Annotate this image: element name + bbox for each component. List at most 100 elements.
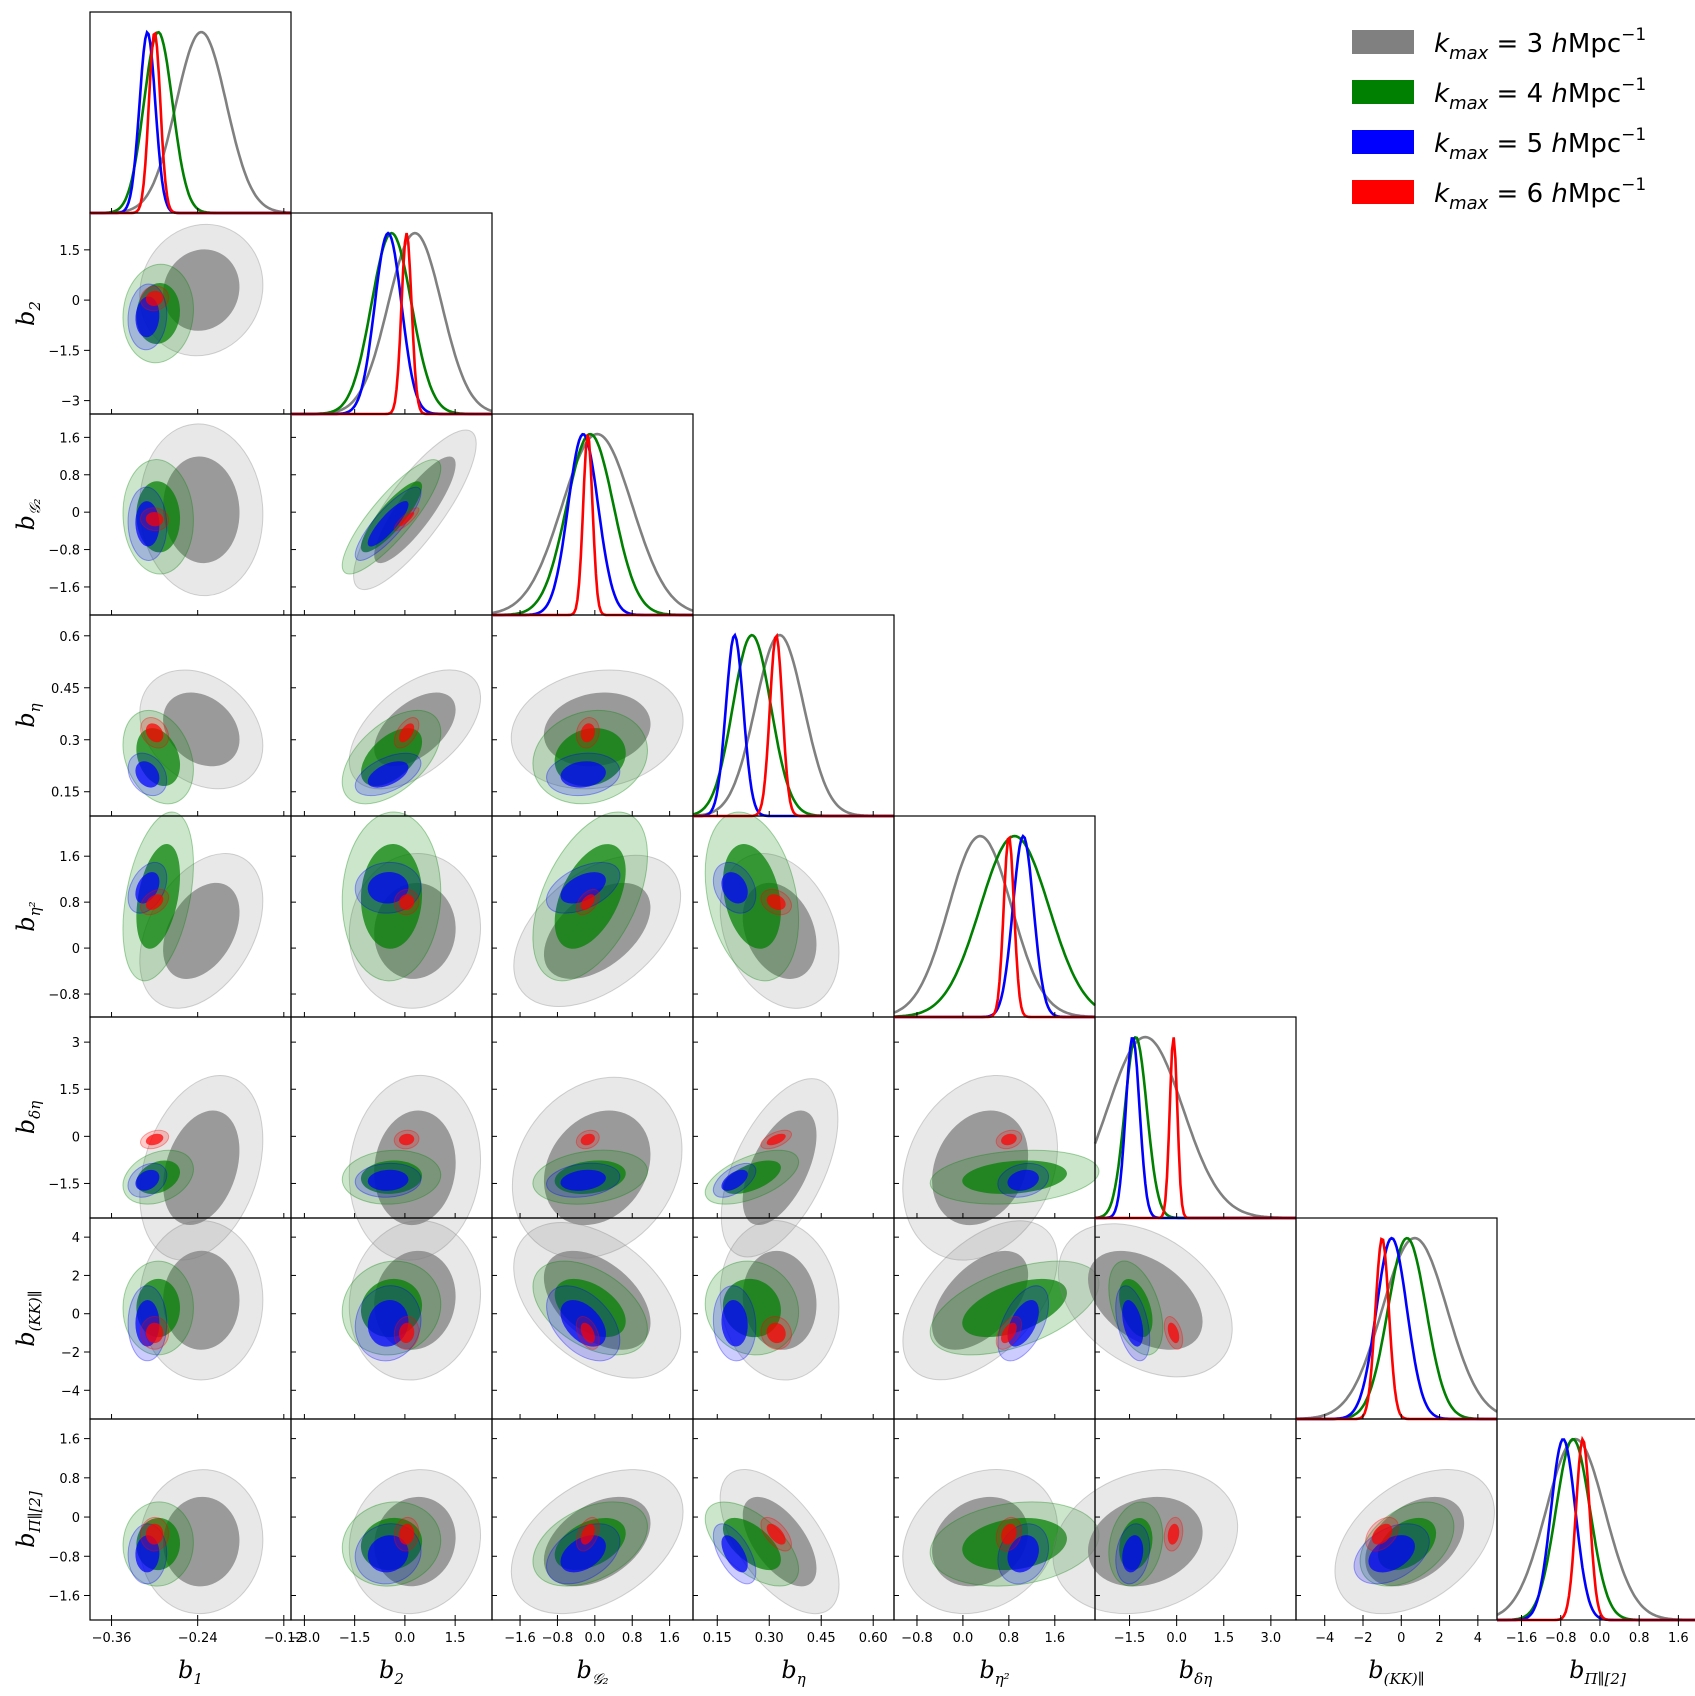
contour-k5-68-bG2-beta bbox=[560, 761, 606, 788]
panel-bdeltaeta-bKK bbox=[1057, 1217, 1297, 1420]
legend-k: k bbox=[1434, 129, 1450, 159]
contour-k3-68-b1-beta bbox=[163, 692, 240, 767]
x-tick-label: 1.6 bbox=[1668, 1631, 1689, 1646]
panel-bG2-bdeltaeta bbox=[491, 1016, 694, 1259]
panel-b1-bKK bbox=[89, 1217, 292, 1420]
marginal-curve-k3-b1 bbox=[90, 30, 292, 215]
marginal-b1 bbox=[89, 11, 292, 215]
contour-k6-68-beta2-bKK bbox=[1001, 1322, 1017, 1344]
marginal-curve-k5-b2 bbox=[291, 231, 492, 416]
y-axis-label-base: b bbox=[12, 1331, 40, 1346]
x-tick-label: 0.45 bbox=[807, 1631, 836, 1646]
x-axis-label-base: b bbox=[979, 1656, 994, 1684]
y-tick-label: 0.8 bbox=[59, 896, 80, 911]
x-tick-label: 0.0 bbox=[584, 1631, 605, 1646]
marginal-curve-k6-bPi bbox=[1497, 1435, 1695, 1622]
x-tick-label: 2 bbox=[1435, 1631, 1443, 1646]
marginal-curve-k3-b2 bbox=[291, 231, 493, 416]
y-axis-label-sub: η² bbox=[26, 901, 44, 916]
x-tick-label: 0.8 bbox=[1629, 1631, 1650, 1646]
panel-beta-bPi bbox=[692, 1418, 895, 1621]
y-tick-label: −1.5 bbox=[48, 1177, 80, 1192]
contour-k3-68-b1-bdeltaeta bbox=[163, 1110, 240, 1226]
y-tick-label: 0 bbox=[72, 1511, 80, 1526]
contour-k6-68-b1-bG2 bbox=[145, 512, 164, 527]
panel-beta2-bPi bbox=[893, 1418, 1100, 1621]
x-tick-label: 4 bbox=[1474, 1631, 1482, 1646]
contour-k5-68-bdeltaeta-bPi bbox=[1122, 1535, 1144, 1573]
y-axis-label-base: b bbox=[12, 515, 40, 530]
x-tick-label: −0.8 bbox=[542, 1631, 574, 1646]
y-axis-label-beta2: bη² bbox=[12, 901, 44, 931]
contour-k6-68-beta2-bdeltaeta bbox=[1001, 1133, 1017, 1146]
contour-k6-68-bG2-beta bbox=[580, 723, 595, 743]
x-tick-label: 0 bbox=[1397, 1631, 1405, 1646]
contour-k5-68-beta2-bdeltaeta bbox=[1007, 1169, 1039, 1191]
contour-k3-68-b1-bKK bbox=[163, 1250, 240, 1350]
panel-beta2-bdeltaeta bbox=[893, 1016, 1100, 1261]
legend-k-sub: max bbox=[1449, 43, 1489, 64]
legend-exp: −1 bbox=[1621, 75, 1646, 95]
panel-b1-beta bbox=[89, 614, 292, 817]
y-tick-label: −1.6 bbox=[48, 1589, 80, 1604]
y-axis-label-sub: 2 bbox=[26, 301, 44, 312]
panel-b1-bPi bbox=[89, 1418, 292, 1621]
panel-bG2-bKK bbox=[491, 1217, 694, 1420]
legend-swatch-k4 bbox=[1352, 80, 1414, 104]
x-tick-label: −0.12 bbox=[264, 1631, 304, 1646]
y-tick-label: 2 bbox=[72, 1269, 80, 1284]
contour-k5-68-bG2-bdeltaeta bbox=[560, 1169, 606, 1191]
contour-k6-68-bG2-bdeltaeta bbox=[580, 1133, 595, 1146]
x-tick-label: −2 bbox=[1353, 1631, 1372, 1646]
x-axis-label-beta: bη bbox=[781, 1656, 805, 1688]
x-tick-label: 0.15 bbox=[703, 1631, 732, 1646]
contour-k6-68-b2-beta2 bbox=[398, 894, 415, 910]
contour-k5-68-bKK-bPi bbox=[1368, 1535, 1415, 1573]
legend-value: = 3 bbox=[1488, 29, 1551, 59]
x-axis-label-base: b bbox=[576, 1656, 591, 1684]
legend-k-sub: max bbox=[1449, 143, 1489, 164]
legend-unit: Mpc bbox=[1568, 179, 1621, 209]
contour-k6-68-beta-bdeltaeta bbox=[766, 1133, 786, 1146]
y-tick-label: −0.8 bbox=[48, 1550, 80, 1565]
x-tick-label: 1.6 bbox=[1044, 1631, 1065, 1646]
panel-frame bbox=[1295, 1217, 1498, 1420]
x-axis-label-base: b bbox=[1368, 1656, 1383, 1684]
marginal-curve-k5-b1 bbox=[90, 29, 291, 215]
legend-k-sub: max bbox=[1449, 93, 1489, 114]
panel-bKK-bPi bbox=[1295, 1418, 1498, 1621]
y-tick-label: −0.8 bbox=[48, 988, 80, 1003]
marginal-beta2 bbox=[893, 815, 1096, 1019]
contour-k3-68-b1-bPi bbox=[163, 1496, 240, 1587]
legend-swatch-k6 bbox=[1352, 180, 1414, 204]
y-axis-label-sub: δη bbox=[26, 1101, 44, 1119]
contour-k5-68-beta-bPi bbox=[721, 1535, 748, 1573]
y-axis-label-bPi: bΠ∥[2] bbox=[12, 1491, 44, 1548]
x-tick-label: −1.6 bbox=[1506, 1631, 1538, 1646]
contour-k5-68-b2-bdeltaeta bbox=[367, 1169, 409, 1191]
y-tick-label: 1.6 bbox=[59, 850, 80, 865]
marginal-curve-k6-b2 bbox=[291, 232, 492, 416]
x-axis-label-bG2: b𝒢₂ bbox=[576, 1656, 608, 1688]
contour-k6-68-b1-bdeltaeta bbox=[145, 1133, 164, 1146]
contour-k4-68-beta-bPi bbox=[722, 1517, 781, 1571]
x-tick-label: −0.8 bbox=[901, 1631, 933, 1646]
y-axis-label-base: b bbox=[12, 712, 40, 727]
panel-beta-beta2 bbox=[692, 811, 895, 1018]
panel-frame bbox=[692, 614, 895, 817]
legend-unit: Mpc bbox=[1568, 129, 1621, 159]
x-tick-label: −4 bbox=[1315, 1631, 1334, 1646]
y-axis-label-b2: b2 bbox=[12, 301, 44, 326]
contour-k6-68-b2-bG2 bbox=[398, 512, 415, 527]
panel-frame bbox=[1094, 1016, 1297, 1219]
x-tick-label: 0.8 bbox=[999, 1631, 1020, 1646]
contour-k5-68-beta-beta2 bbox=[721, 872, 748, 904]
panel-frame bbox=[290, 212, 493, 415]
contour-k6-68-b1-beta bbox=[145, 723, 164, 743]
legend-label-k4: kmax = 4 hMpc−1 bbox=[1434, 75, 1646, 114]
contour-k6-68-beta-beta2 bbox=[766, 894, 786, 910]
x-axis-label-bPi: bΠ∥[2] bbox=[1569, 1656, 1626, 1688]
x-tick-label: −3.0 bbox=[289, 1631, 321, 1646]
contour-k5-68-b2-bKK bbox=[367, 1300, 409, 1347]
